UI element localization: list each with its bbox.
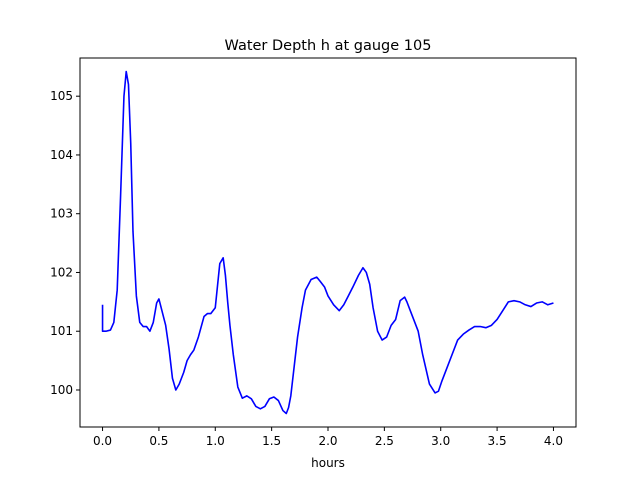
x-tick-label: 4.0 — [544, 434, 563, 448]
water-depth-series-line — [101, 70, 554, 415]
y-tick-label: 100 — [50, 383, 73, 397]
x-tick-label: 1.5 — [262, 434, 281, 448]
x-tick-label: 3.0 — [431, 434, 450, 448]
x-tick-label: 0.5 — [149, 434, 168, 448]
y-tick-label: 103 — [50, 207, 73, 221]
x-tick-label: 0.0 — [93, 434, 112, 448]
y-tick-label: 102 — [50, 265, 73, 279]
y-tick-label: 105 — [50, 89, 73, 103]
x-tick-label: 3.5 — [488, 434, 507, 448]
chart-title: Water Depth h at gauge 105 — [225, 38, 432, 54]
x-tick-label: 2.0 — [318, 434, 337, 448]
y-tick-label: 104 — [50, 148, 73, 162]
x-axis-ticks: 0.0 0.5 1.0 1.5 2.0 2.5 3.0 3.5 4.0 — [93, 427, 563, 448]
x-tick-label: 2.5 — [375, 434, 394, 448]
x-tick-label: 1.0 — [206, 434, 225, 448]
x-axis-label: hours — [311, 456, 345, 470]
y-axis-ticks: 100 101 102 103 104 105 — [50, 89, 80, 397]
y-tick-label: 101 — [50, 324, 73, 338]
